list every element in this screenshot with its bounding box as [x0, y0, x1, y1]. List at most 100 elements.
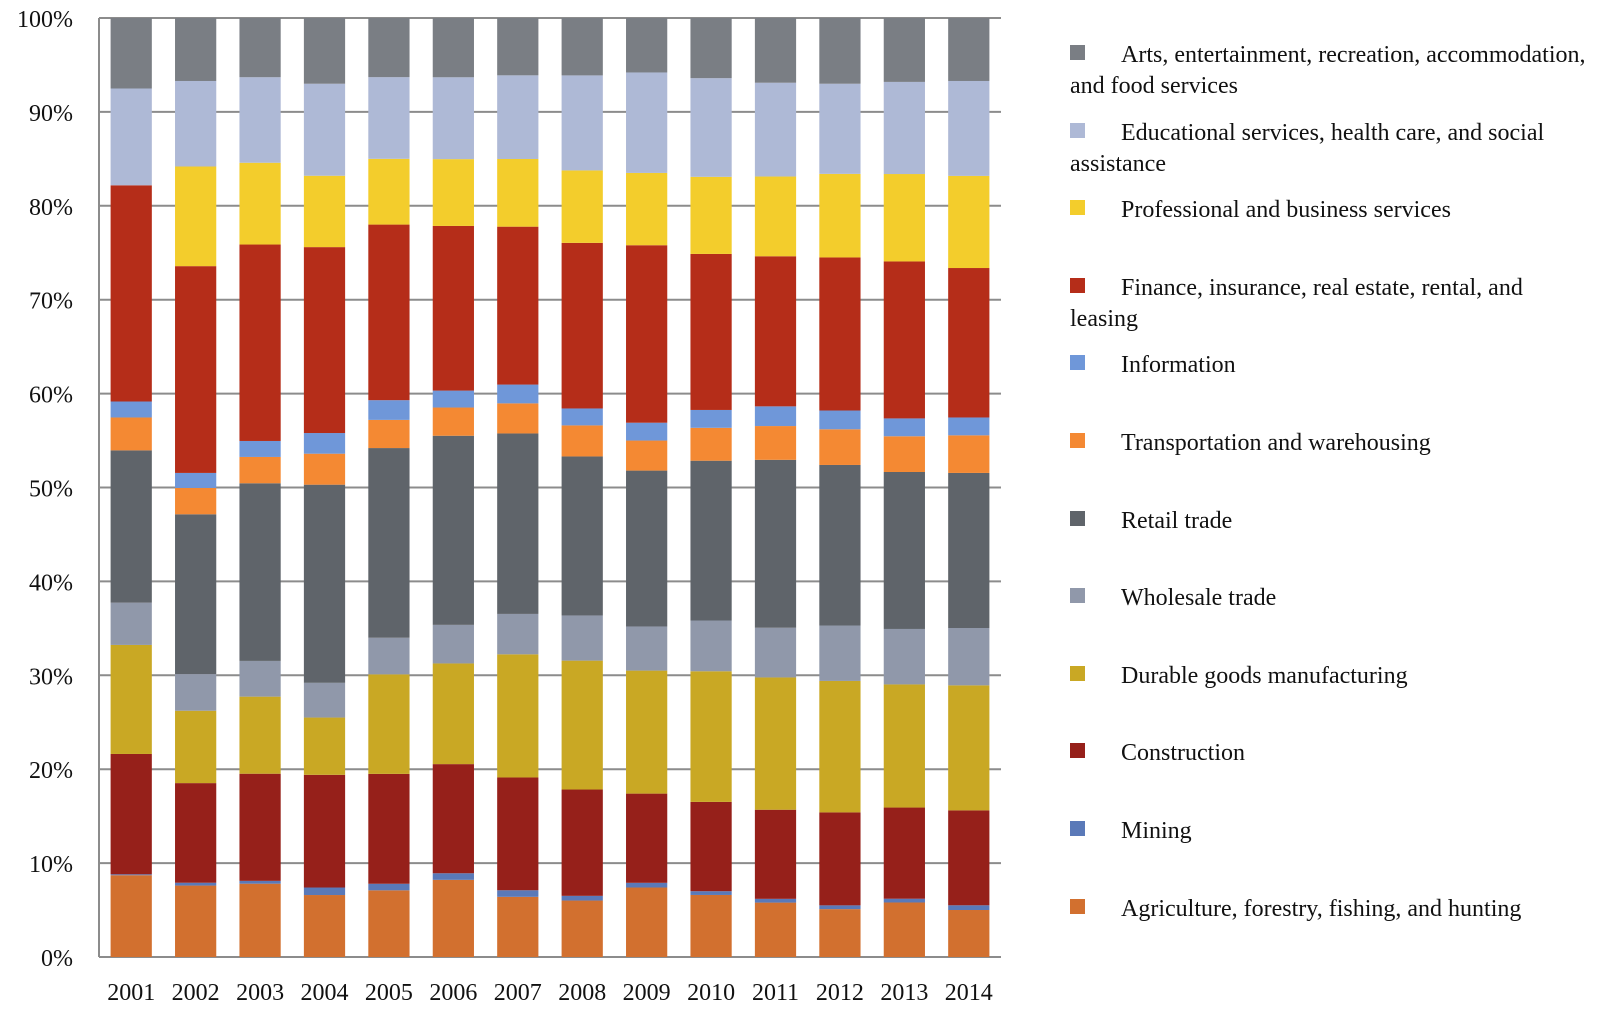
bar-segment	[626, 793, 668, 883]
bar-segment	[754, 426, 797, 460]
legend-item: Educational services, health care, and s…	[1070, 118, 1595, 180]
bar-segment	[497, 384, 539, 404]
bar-segment	[303, 83, 346, 176]
bar-segment	[497, 777, 539, 891]
bar-segment	[561, 456, 603, 616]
bar-segment	[497, 75, 539, 159]
bar-segment	[690, 891, 732, 895]
x-tick-label: 2007	[494, 980, 542, 1006]
bar-segment	[110, 450, 152, 603]
y-tick-label: 20%	[29, 758, 73, 784]
bar-segment	[883, 807, 925, 899]
bar-segment	[239, 77, 281, 163]
bar-segment	[239, 660, 281, 697]
legend-swatch	[1070, 898, 1085, 914]
bar-segment	[626, 882, 668, 888]
legend-swatch	[1070, 588, 1085, 604]
legend-item: Construction	[1070, 738, 1595, 769]
bar-segment	[239, 773, 281, 881]
bar-segment	[368, 637, 410, 675]
bar-segment	[690, 253, 732, 410]
bar-segment	[110, 88, 152, 186]
bar-segment	[626, 470, 668, 627]
bar-segment	[497, 226, 539, 385]
x-tick-label: 2014	[945, 980, 993, 1006]
y-tick-label: 70%	[29, 289, 73, 315]
bar-segment	[303, 433, 346, 454]
bar-segment	[883, 436, 925, 472]
legend-item: Transportation and warehousing	[1070, 428, 1595, 459]
bar-segment	[239, 18, 281, 78]
bar-segment	[561, 75, 603, 171]
bar-segment	[368, 419, 410, 449]
bar-segment	[561, 242, 603, 409]
bar-segment	[948, 268, 990, 418]
legend-swatch	[1070, 510, 1085, 526]
bar-segment	[497, 654, 539, 778]
legend-label: Durable goods manufacturing	[1121, 662, 1408, 689]
legend-item: Retail trade	[1070, 506, 1595, 537]
bar-segment	[690, 176, 732, 254]
bar-segment	[432, 159, 474, 226]
y-tick-label: 60%	[29, 383, 73, 409]
bar-segment	[883, 902, 925, 957]
legend-item: Wholesale trade	[1070, 583, 1595, 614]
bar-segment	[432, 435, 474, 625]
bar-segment	[368, 448, 410, 638]
bar-segment	[110, 875, 152, 957]
legend-swatch	[1070, 277, 1085, 293]
bar-segment	[690, 78, 732, 177]
bar-segment	[754, 898, 797, 903]
bar-segment	[883, 18, 925, 82]
legend-swatch	[1070, 355, 1085, 371]
bar-segment	[948, 685, 990, 811]
legend-label: Agriculture, forestry, fishing, and hunt…	[1121, 895, 1522, 922]
x-tick-label: 2012	[816, 980, 864, 1006]
bar-segment	[819, 905, 861, 910]
bar-segment	[497, 158, 539, 227]
legend-label: Educational services, health care, and s…	[1070, 119, 1545, 177]
y-tick-label: 100%	[17, 7, 73, 33]
bar-segment	[432, 390, 474, 408]
bar-segment	[110, 602, 152, 645]
bar-segment	[883, 174, 925, 262]
bar-segment	[497, 896, 539, 957]
bar-segment	[690, 427, 732, 461]
bar-segment	[883, 418, 925, 437]
bar-segment	[239, 244, 281, 441]
bar-segment	[754, 809, 797, 899]
bar-segment	[175, 710, 217, 784]
y-tick-label: 50%	[29, 477, 73, 503]
legend-swatch	[1070, 45, 1085, 60]
x-tick-label: 2004	[301, 980, 349, 1006]
legend-item: Professional and business services	[1070, 195, 1595, 226]
legend-item: Finance, insurance, real estate, rental,…	[1070, 273, 1595, 335]
y-tick-label: 90%	[29, 101, 73, 127]
bar-segment	[561, 408, 603, 426]
bar-segment	[754, 459, 797, 628]
x-tick-label: 2013	[880, 980, 928, 1006]
bar-segment	[561, 170, 603, 243]
bar-segment	[368, 224, 410, 401]
bar-segment	[883, 898, 925, 903]
bar-segments	[110, 18, 990, 957]
bar-segment	[110, 644, 152, 754]
y-tick-label: 10%	[29, 852, 73, 878]
legend-item: Durable goods manufacturing	[1070, 661, 1595, 692]
bar-segment	[626, 626, 668, 671]
bar-segment	[175, 166, 217, 267]
bar-segment	[432, 18, 474, 78]
bar-segment	[175, 882, 217, 886]
bar-segment	[561, 900, 603, 957]
gridlines	[99, 17, 1001, 958]
legend-item: Mining	[1070, 816, 1595, 847]
bar-segment	[432, 77, 474, 160]
x-tick-label: 2001	[107, 980, 155, 1006]
y-tick-label: 0%	[41, 946, 73, 972]
bar-segment	[368, 674, 410, 774]
legend-label: Mining	[1121, 818, 1192, 844]
bar-segment	[754, 406, 797, 427]
bar-segment	[626, 72, 668, 173]
bar-segment	[883, 628, 925, 685]
bar-segment	[948, 80, 990, 176]
